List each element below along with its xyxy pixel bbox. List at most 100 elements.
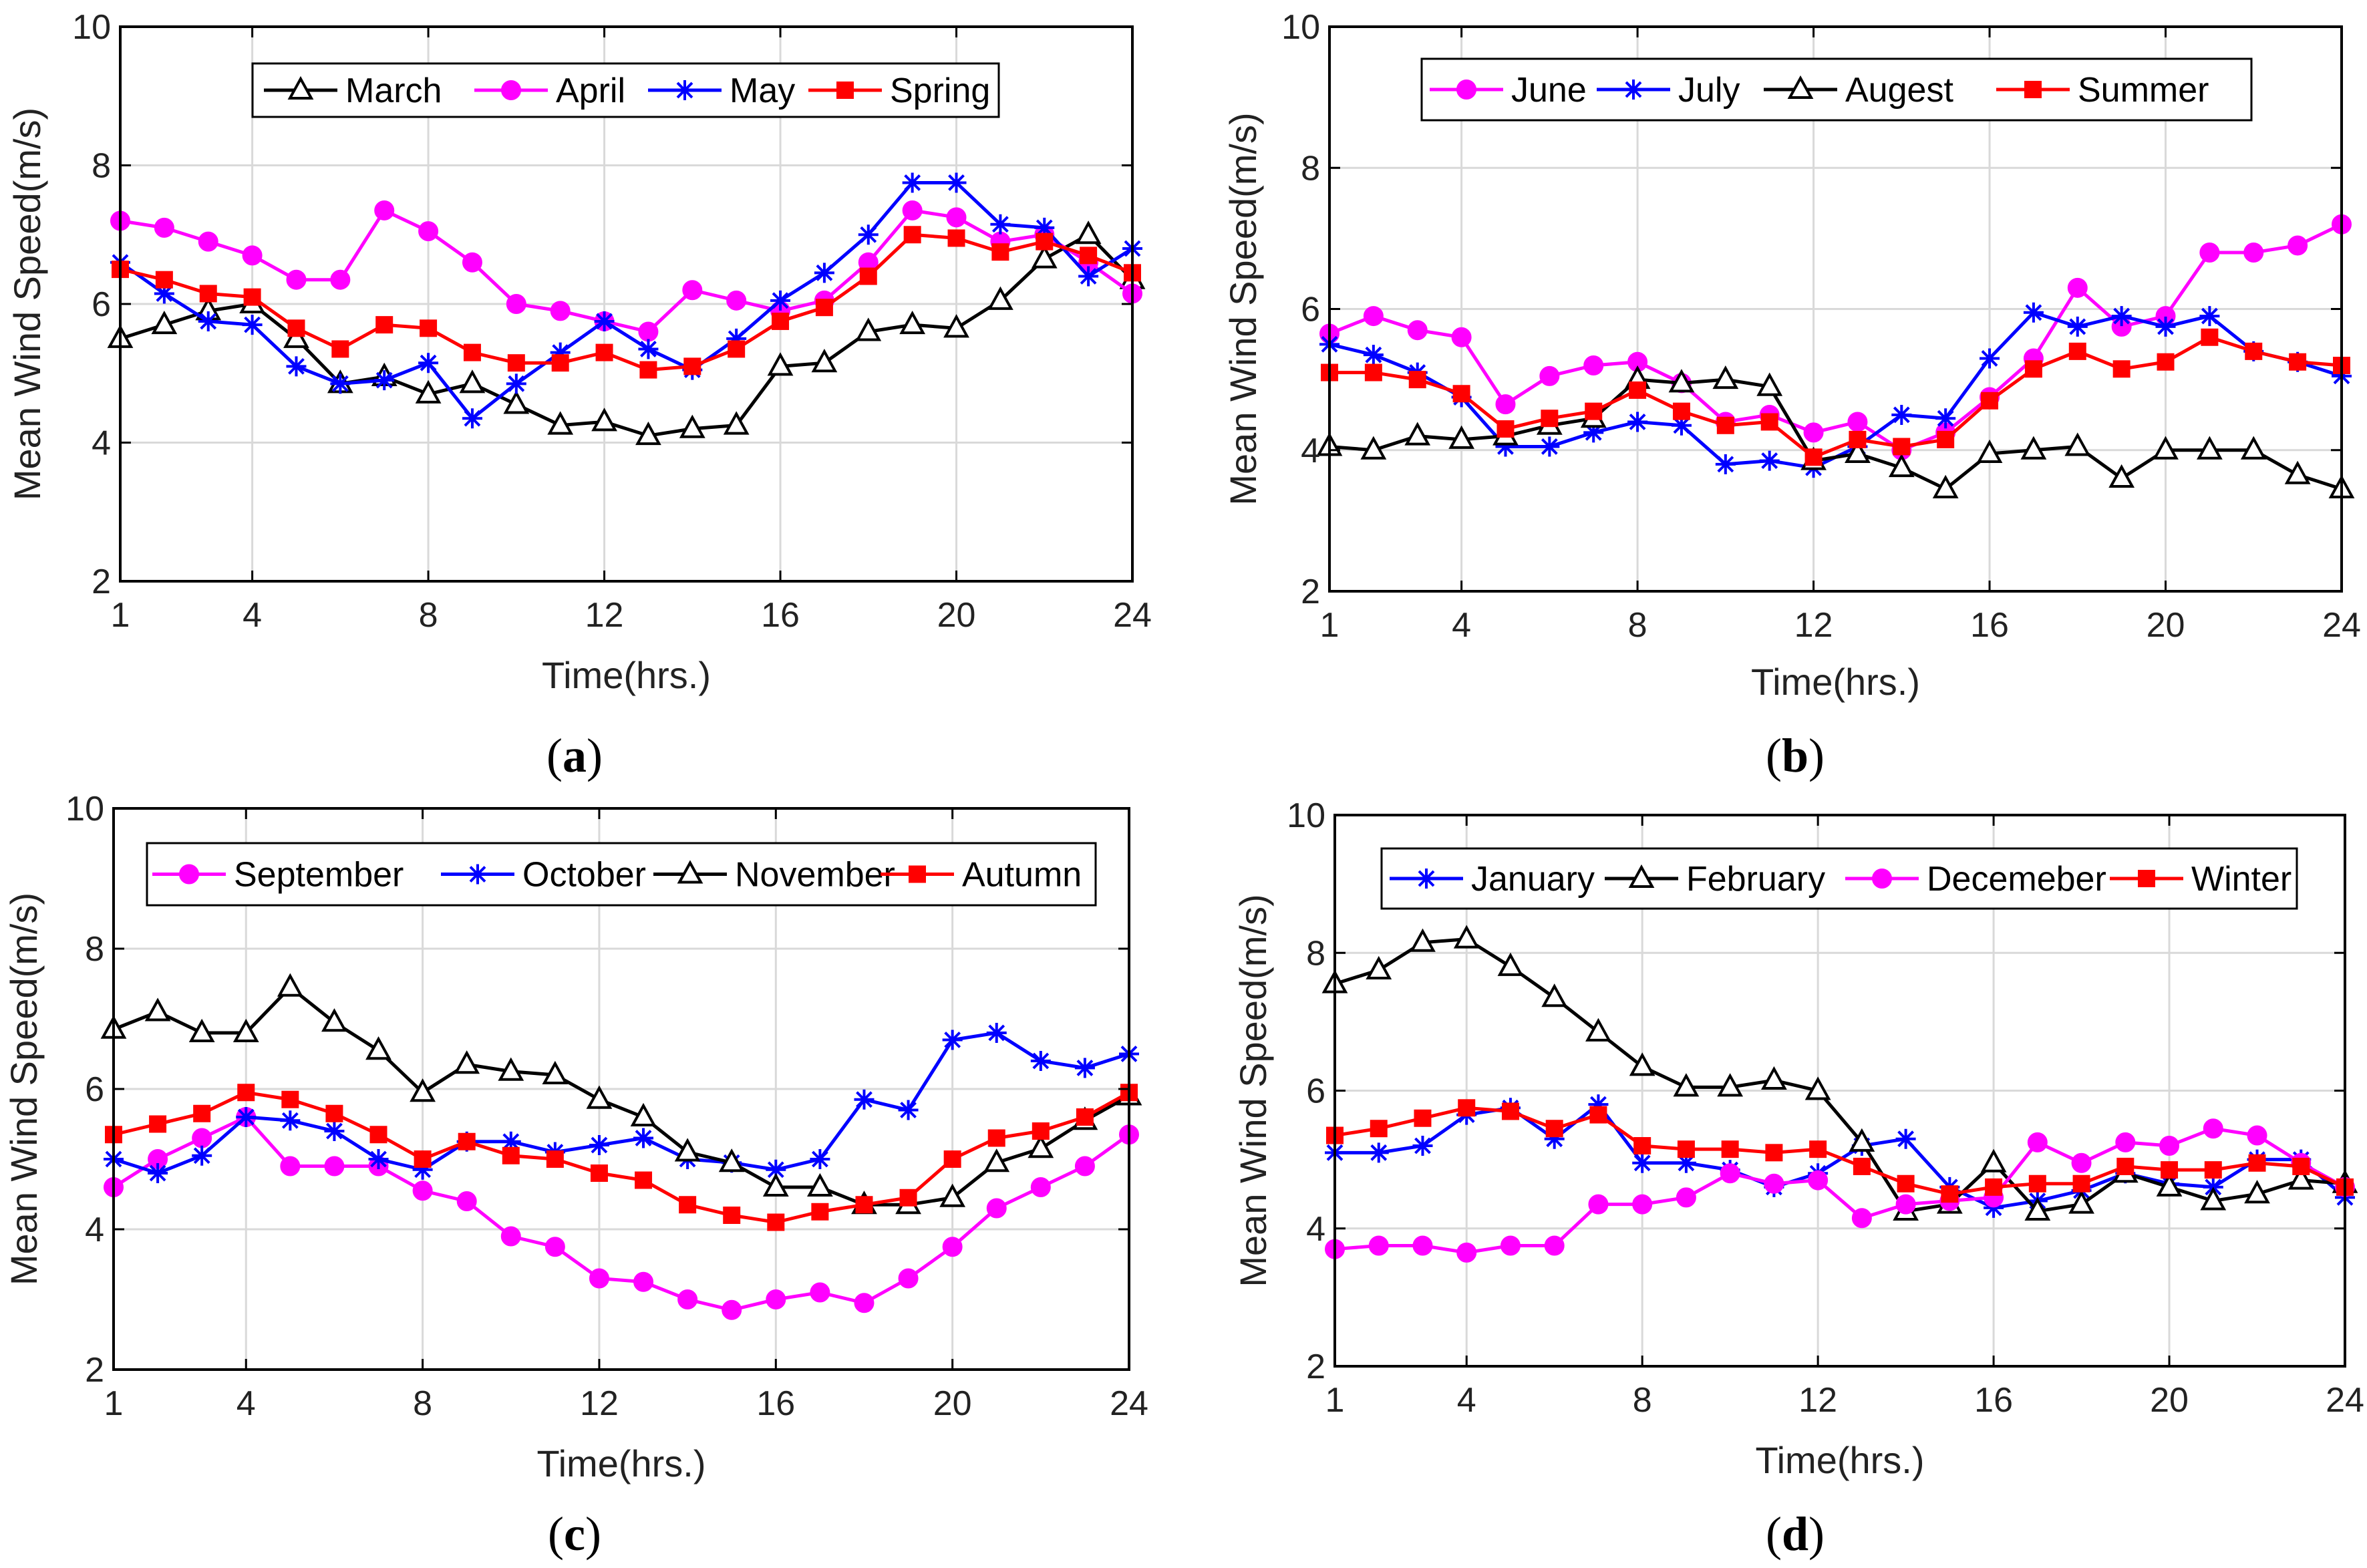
x-tick-label: 4	[236, 1384, 256, 1423]
x-tick-label: 16	[1974, 1381, 2013, 1420]
data-point	[154, 283, 174, 304]
legend-marker	[1456, 80, 1476, 100]
series-summer	[1321, 328, 2350, 466]
legend-item-july: July	[1597, 71, 1740, 110]
data-point	[986, 1023, 1007, 1043]
legend-marker	[1872, 869, 1892, 889]
data-point	[1360, 436, 1387, 460]
data-point	[1849, 430, 1867, 448]
data-point	[946, 172, 967, 193]
data-point	[546, 1150, 564, 1168]
y-tick-label: 10	[1281, 8, 1320, 47]
data-point	[723, 411, 750, 435]
series-april	[110, 200, 1142, 342]
data-point	[683, 357, 701, 375]
data-point	[1541, 410, 1559, 428]
data-point	[590, 1164, 608, 1182]
data-point	[1629, 381, 1647, 399]
data-point	[1632, 1152, 1653, 1173]
data-point	[1539, 365, 1560, 386]
x-axis-title: Time(hrs.)	[536, 1442, 705, 1484]
data-point	[1756, 372, 1783, 396]
y-tick-label: 10	[65, 790, 104, 828]
data-point	[2112, 360, 2131, 378]
panel-caption: (d)	[1766, 1507, 1825, 1561]
data-point	[1076, 1108, 1094, 1126]
data-point	[2243, 243, 2264, 263]
data-point	[2197, 436, 2223, 460]
data-point	[2248, 1154, 2266, 1172]
data-point	[1588, 1194, 1609, 1215]
data-point	[679, 1196, 697, 1214]
legend-label: February	[1686, 860, 1825, 899]
data-point	[589, 1268, 609, 1289]
data-point	[943, 1150, 961, 1168]
data-point	[1497, 952, 1524, 976]
data-point	[412, 1181, 433, 1201]
data-point	[1412, 1235, 1433, 1256]
data-point	[365, 1036, 391, 1060]
data-point	[498, 1057, 524, 1081]
x-tick-label: 12	[1798, 1381, 1837, 1420]
data-point	[463, 343, 481, 361]
data-point	[1716, 416, 1734, 434]
data-point	[902, 172, 923, 193]
data-point	[639, 361, 657, 379]
legend-label: Decemeber	[1927, 860, 2106, 899]
data-point	[330, 269, 351, 290]
data-point	[2287, 1166, 2314, 1190]
legend-label: April	[556, 71, 625, 110]
data-point	[2115, 1132, 2136, 1152]
data-point	[638, 321, 659, 342]
legend-marker	[677, 860, 703, 884]
data-point	[2028, 1174, 2046, 1193]
y-tick-label: 6	[85, 1070, 104, 1109]
data-point	[188, 1018, 215, 1042]
data-point	[1078, 266, 1099, 287]
data-point	[1676, 1152, 1696, 1173]
data-point	[1541, 983, 1568, 1007]
legend-marker	[1416, 869, 1436, 889]
y-tick-label: 8	[85, 930, 104, 969]
data-point	[899, 1189, 917, 1207]
data-point	[722, 1299, 742, 1320]
x-tick-label: 16	[761, 596, 800, 635]
data-point	[459, 369, 486, 394]
legend: June July Augest Summer	[1420, 57, 2253, 122]
data-point	[148, 1163, 168, 1183]
series-spring	[112, 226, 1141, 379]
data-point	[155, 271, 173, 289]
data-point	[987, 286, 1013, 310]
x-axis-title: Time(hrs.)	[542, 654, 711, 696]
data-point	[374, 370, 395, 391]
y-axis-title: Mean Wind Speed(m/s)	[3, 893, 45, 1285]
data-point	[1677, 1140, 1695, 1158]
data-point	[1368, 1142, 1389, 1163]
data-point	[277, 973, 303, 997]
data-point	[855, 317, 882, 341]
data-point	[630, 1102, 657, 1126]
data-point	[2024, 360, 2042, 378]
legend-item-decemeber: Decemeber	[1845, 860, 2106, 899]
x-tick-label: 20	[937, 596, 976, 635]
legend-label: March	[345, 71, 442, 110]
legend-marker	[836, 82, 854, 99]
legend-marker	[1628, 864, 1655, 888]
data-point	[330, 373, 351, 394]
data-point	[2289, 353, 2307, 371]
data-point	[991, 243, 1009, 261]
data-point	[1984, 1197, 2004, 1218]
data-point	[1544, 1235, 1565, 1256]
data-point	[1935, 408, 1956, 429]
data-point	[192, 1145, 212, 1166]
data-point	[542, 1060, 569, 1084]
data-point	[502, 1146, 520, 1164]
data-point	[2072, 1174, 2090, 1193]
legend-item-autumn: Autumn	[881, 856, 1082, 895]
data-point	[1028, 1134, 1054, 1158]
data-point	[1853, 1157, 1871, 1175]
data-point	[586, 1085, 613, 1109]
x-tick-label: 24	[2322, 606, 2361, 645]
data-point	[1803, 422, 1824, 443]
legend-marker	[179, 864, 199, 885]
